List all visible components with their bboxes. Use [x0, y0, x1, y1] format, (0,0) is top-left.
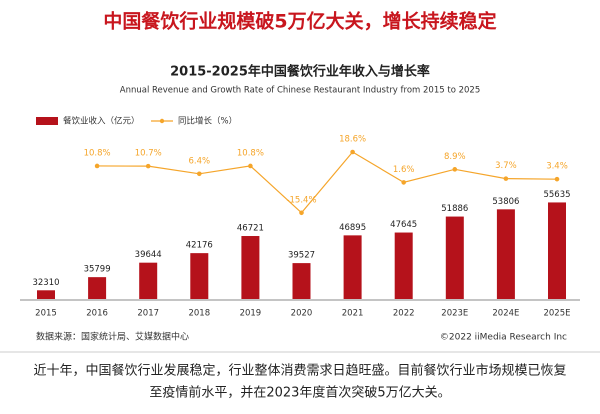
- bar: [190, 253, 209, 299]
- bar: [88, 277, 107, 299]
- caption-line: 至疫情前水平，并在2023年度首次突破5万亿大关。: [149, 385, 450, 401]
- growth-point: [503, 176, 509, 181]
- bar-label: 35799: [84, 265, 111, 275]
- growth-point: [452, 167, 458, 172]
- growth-point: [248, 163, 253, 169]
- bar-label: 51886: [441, 204, 468, 214]
- growth-label: 8.9%: [444, 152, 466, 162]
- growth-point: [350, 149, 355, 155]
- growth-label: 10.7%: [135, 149, 162, 159]
- bar: [394, 232, 413, 299]
- bar: [496, 209, 515, 299]
- credit: ©2022 iiMedia Research Inc: [440, 333, 567, 343]
- growth-label: -15.4%: [286, 195, 316, 205]
- bar-label: 32310: [32, 278, 59, 288]
- growth-label: 10.8%: [84, 148, 111, 158]
- x-tick-label: 2023E: [441, 309, 468, 319]
- legend-label: 同比增长（%）: [178, 116, 237, 127]
- bar-label: 39644: [135, 250, 162, 260]
- legend-label: 餐饮业收入（亿元）: [63, 116, 140, 127]
- x-tick-label: 2024E: [492, 309, 519, 319]
- x-tick-label: 2015: [35, 309, 57, 319]
- x-tick-label: 2025E: [543, 309, 570, 319]
- source: 数据来源：国家统计局、艾媒数据中心: [36, 331, 189, 343]
- x-tick-label: 2019: [240, 309, 262, 319]
- growth-label: 6.4%: [188, 156, 210, 166]
- bar-label: 55635: [543, 190, 570, 200]
- growth-point: [197, 171, 202, 177]
- bar: [548, 202, 566, 299]
- legend-swatch: [159, 118, 165, 124]
- growth-point: [299, 210, 304, 216]
- x-tick-label: 2021: [342, 309, 364, 319]
- chart-subtitle: Annual Revenue and Growth Rate of Chines…: [120, 86, 480, 96]
- x-tick-label: 2022: [393, 309, 415, 319]
- bar: [37, 290, 55, 299]
- bar-label: 46895: [339, 223, 366, 233]
- growth-point: [94, 163, 100, 169]
- bar: [343, 235, 362, 299]
- legend-swatch: [36, 117, 58, 125]
- bar: [445, 216, 464, 299]
- bar-label: 42176: [186, 241, 213, 251]
- caption-line: 近十年，中国餐饮行业发展稳定，行业整体消费需求日趋旺盛。目前餐饮行业市场规模已恢…: [33, 363, 566, 379]
- x-tick-label: 2016: [86, 309, 108, 319]
- growth-point: [145, 163, 151, 169]
- growth-label: 3.4%: [546, 162, 568, 172]
- bar-label: 39527: [288, 251, 315, 261]
- growth-label: 10.8%: [237, 148, 264, 158]
- growth-point: [401, 180, 407, 185]
- bar-label: 46721: [237, 224, 264, 234]
- bar: [241, 236, 260, 299]
- bar-label: 53806: [492, 197, 519, 207]
- headline: 中国餐饮行业规模破5万亿大关，增长持续稳定: [103, 10, 496, 33]
- growth-label: 18.6%: [339, 135, 366, 145]
- growth-point: [554, 176, 560, 182]
- x-tick-label: 2020: [291, 309, 313, 319]
- growth-label: 1.6%: [393, 165, 415, 175]
- x-tick-label: 2017: [137, 309, 159, 319]
- growth-line: [97, 151, 558, 214]
- x-tick-label: 2018: [188, 309, 210, 319]
- bar-label: 47645: [390, 220, 417, 230]
- bar: [139, 262, 158, 299]
- bar: [292, 263, 311, 299]
- chart-title: 2015-2025年中国餐饮行业年收入与增长率: [170, 64, 430, 80]
- growth-label: 3.7%: [495, 161, 517, 171]
